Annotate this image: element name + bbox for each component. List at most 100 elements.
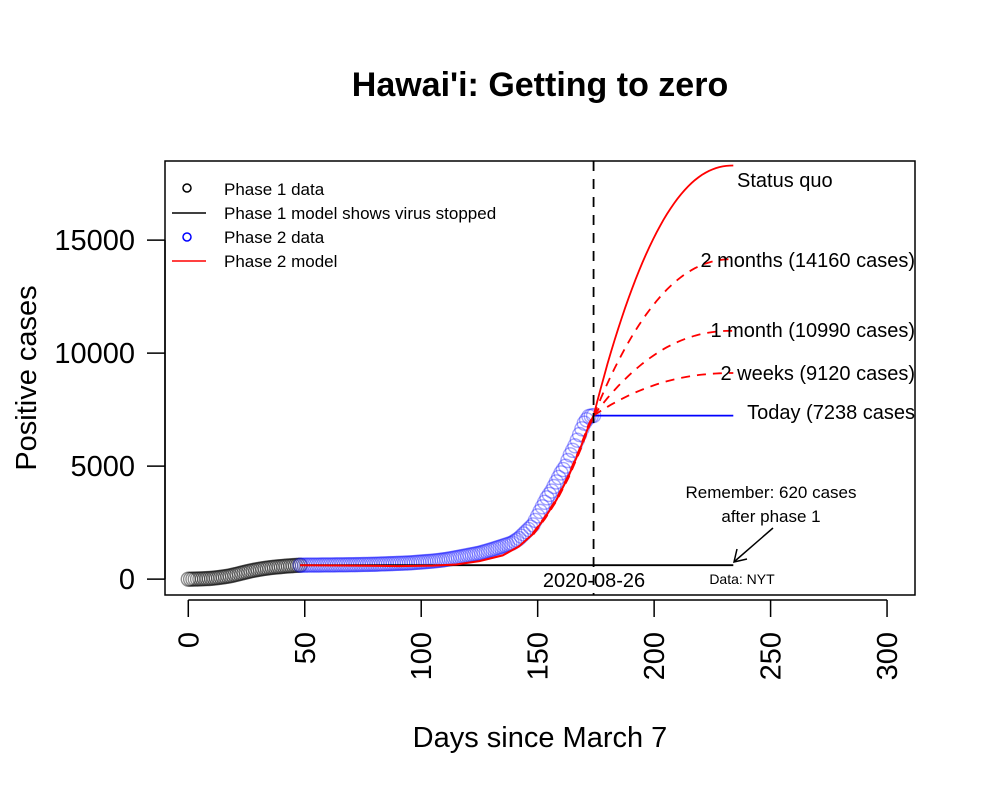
phase1-data-point [208,570,224,586]
phase1-data-point [180,571,196,587]
phase1-data-point [199,570,215,587]
y-tick-label: 0 [119,564,135,596]
today-date-label: 2020-08-26 [543,570,645,592]
phase1-data-point [266,559,283,575]
phase1-data-point [269,559,285,575]
projection-label-status-quo: Status quo [737,170,833,192]
projection-label-2-months: 2 months (14160 cases) [700,250,915,272]
phase2-data-point [378,556,394,572]
phase2-data-point [420,553,436,570]
phase2-data-point [397,555,413,571]
phase1-data-point [192,571,208,587]
phase2-data-point [488,540,504,556]
x-tick-label: 200 [639,632,671,680]
phase1-data-point [222,568,238,584]
phase1-data-point [187,571,203,587]
phase2-data-point [415,554,432,570]
phase2-data-point [536,494,553,511]
annotation-arrow-shaft [734,527,774,562]
projection-label-today: Today (7238 cases [747,402,915,424]
phase1-data-point [201,570,217,587]
annotation-remember-line2: after phase 1 [721,507,820,526]
phase2-data-point [490,539,506,556]
phase2-model-dashed-line [531,414,595,535]
phase2-data-point [408,554,425,571]
legend-marker-phase1-data [182,183,192,193]
phase1-data-point [241,563,257,580]
phase2-data-point [413,554,429,570]
annotation-arrowhead [732,548,748,564]
phase2-data-point [436,552,453,568]
phase2-data-point [427,553,443,569]
phase1-data-point [252,561,269,577]
phase2-data-point [543,483,560,499]
phase2-data-point [550,469,567,486]
phase1-data-point [271,559,287,575]
legend-label-phase1-data: Phase 1 data [224,180,325,199]
phase1-data-point [189,571,206,587]
phase2-data-point [394,555,411,571]
phase2-data-point [406,554,422,571]
phase1-data-point [231,565,248,582]
phase2-data-point [481,542,497,559]
phase2-data-point [373,556,390,572]
phase1-data-point [236,564,252,581]
phase1-data-point [248,562,264,578]
phase2-data-point [401,555,418,571]
phase2-data-point [532,503,548,520]
phase2-data-point [497,537,513,553]
phase1-data-point [185,571,201,587]
projection-label-2-weeks: 2 weeks (9120 cases) [720,363,915,385]
phase2-data-point [418,553,434,570]
y-tick-label: 5000 [70,451,135,483]
phase1-data-point [243,563,259,579]
phase2-data-point [387,555,404,572]
phase2-data-point [385,555,401,572]
phase2-data-point [483,542,499,558]
x-tick-label: 250 [756,632,788,680]
x-tick-label: 0 [173,632,205,648]
phase2-data-point [539,490,555,506]
y-tick-label: 10000 [54,338,135,370]
phase2-data-point [404,555,420,571]
phase2-data-point [376,556,392,572]
phase2-data-point [534,499,551,515]
phase2-data-point [478,543,495,559]
phase2-data-point [425,553,441,569]
phase1-data-point [257,560,273,577]
legend-label-phase1-model: Phase 1 model shows virus stopped [224,204,496,223]
x-tick-label: 300 [872,632,904,680]
phase1-data-point [238,564,255,580]
phase1-data-point [227,567,243,583]
phase2-data-point [499,536,516,553]
plot-frame [164,160,916,596]
x-axis-title: Days since March 7 [413,722,668,754]
phase2-data-point [369,556,385,572]
phase2-data-point [546,478,562,495]
phase1-data-point [259,560,276,576]
phase1-data-point [220,568,236,584]
phase2-data-point [399,555,415,571]
y-axis-title: Positive cases [11,285,43,470]
phase2-data-point [429,552,446,569]
phase2-data-point [392,555,408,571]
phase2-data-point [574,421,590,437]
legend: Phase 1 data Phase 1 model shows virus s… [172,180,496,271]
phase2-data-point [495,538,511,554]
projection-2-months-line [592,258,734,416]
x-tick-label: 50 [290,632,322,664]
phase1-data-point [206,570,222,586]
phase1-data-point [250,561,266,578]
y-axis: 0 5000 10000 15000 [54,225,166,596]
phase2-data-point [541,486,558,503]
phase2-data-point [371,556,387,572]
phase2-data-point [548,474,565,490]
chart-title: Hawai'i: Getting to zero [352,66,728,104]
phase2-data-point [553,465,569,481]
legend-label-phase2-data: Phase 2 data [224,228,325,247]
phase2-data-point [492,539,509,555]
phase2-data-point [439,551,455,568]
legend-label-phase2-model: Phase 2 model [224,252,337,271]
projection-status-quo-line [592,164,734,416]
